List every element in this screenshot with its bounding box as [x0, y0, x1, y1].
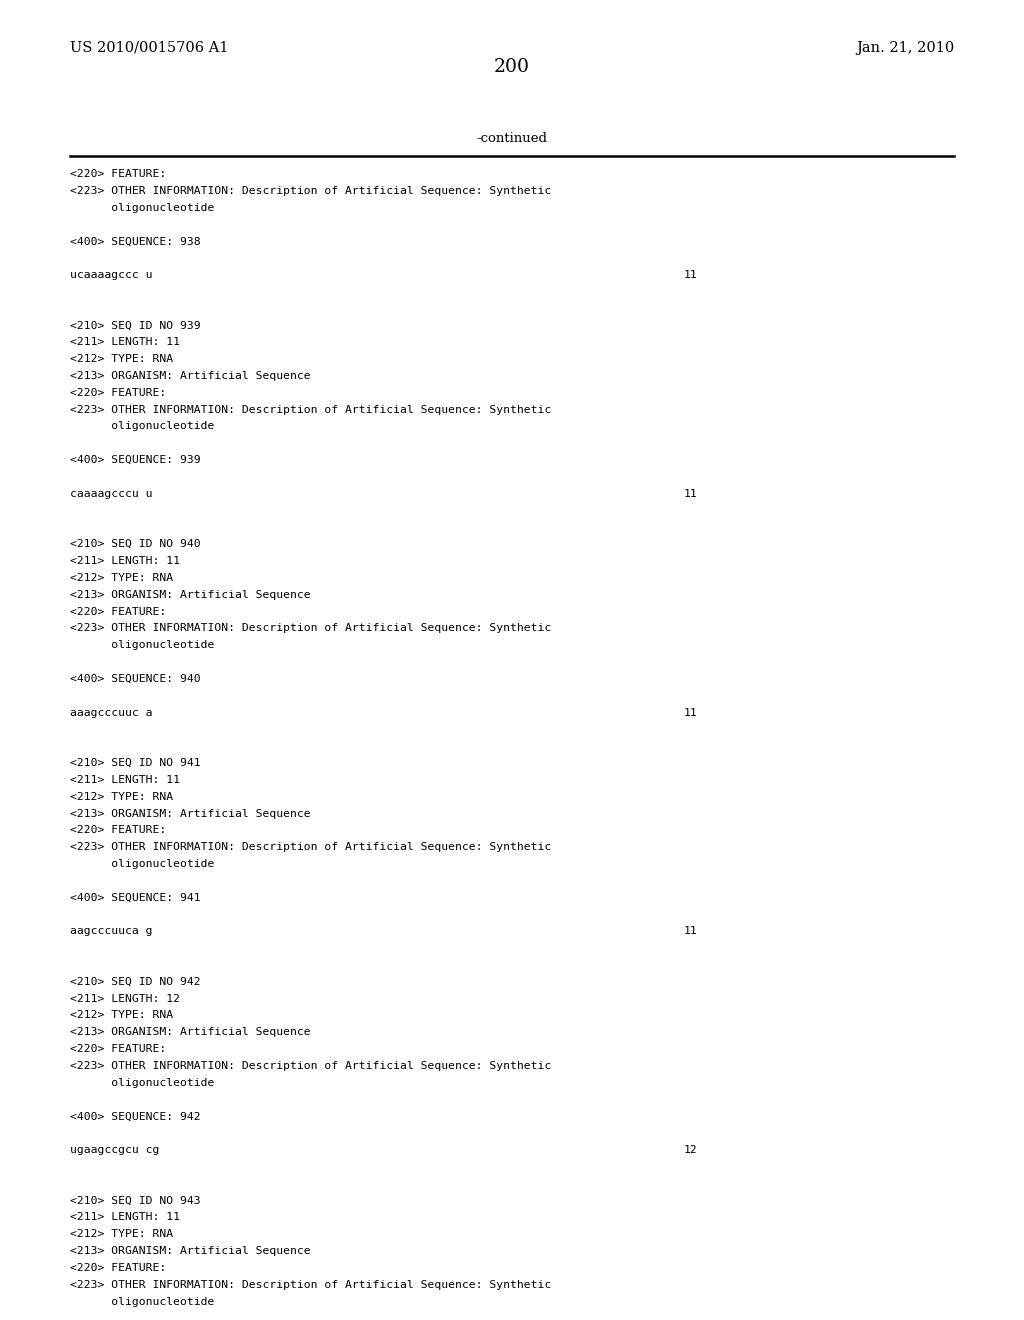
Text: oligonucleotide: oligonucleotide: [70, 203, 214, 213]
Text: <220> FEATURE:: <220> FEATURE:: [70, 825, 166, 836]
Text: <211> LENGTH: 11: <211> LENGTH: 11: [70, 338, 179, 347]
Text: oligonucleotide: oligonucleotide: [70, 859, 214, 869]
Text: <223> OTHER INFORMATION: Description of Artificial Sequence: Synthetic: <223> OTHER INFORMATION: Description of …: [70, 1061, 551, 1071]
Text: <220> FEATURE:: <220> FEATURE:: [70, 1263, 166, 1272]
Text: aagcccuuca g: aagcccuuca g: [70, 927, 153, 936]
Text: 200: 200: [494, 58, 530, 77]
Text: oligonucleotide: oligonucleotide: [70, 421, 214, 432]
Text: <210> SEQ ID NO 942: <210> SEQ ID NO 942: [70, 977, 201, 987]
Text: <212> TYPE: RNA: <212> TYPE: RNA: [70, 1229, 173, 1239]
Text: <223> OTHER INFORMATION: Description of Artificial Sequence: Synthetic: <223> OTHER INFORMATION: Description of …: [70, 623, 551, 634]
Text: <210> SEQ ID NO 940: <210> SEQ ID NO 940: [70, 540, 201, 549]
Text: Jan. 21, 2010: Jan. 21, 2010: [856, 41, 954, 54]
Text: US 2010/0015706 A1: US 2010/0015706 A1: [70, 41, 228, 54]
Text: <212> TYPE: RNA: <212> TYPE: RNA: [70, 792, 173, 801]
Text: ucaaaagccc u: ucaaaagccc u: [70, 271, 153, 280]
Text: <220> FEATURE:: <220> FEATURE:: [70, 1044, 166, 1055]
Text: <223> OTHER INFORMATION: Description of Artificial Sequence: Synthetic: <223> OTHER INFORMATION: Description of …: [70, 186, 551, 195]
Text: <213> ORGANISM: Artificial Sequence: <213> ORGANISM: Artificial Sequence: [70, 809, 310, 818]
Text: <213> ORGANISM: Artificial Sequence: <213> ORGANISM: Artificial Sequence: [70, 1027, 310, 1038]
Text: <223> OTHER INFORMATION: Description of Artificial Sequence: Synthetic: <223> OTHER INFORMATION: Description of …: [70, 1280, 551, 1290]
Text: <211> LENGTH: 12: <211> LENGTH: 12: [70, 994, 179, 1003]
Text: <212> TYPE: RNA: <212> TYPE: RNA: [70, 354, 173, 364]
Text: <400> SEQUENCE: 939: <400> SEQUENCE: 939: [70, 455, 201, 465]
Text: 11: 11: [684, 488, 697, 499]
Text: <211> LENGTH: 11: <211> LENGTH: 11: [70, 1213, 179, 1222]
Text: <212> TYPE: RNA: <212> TYPE: RNA: [70, 573, 173, 583]
Text: <220> FEATURE:: <220> FEATURE:: [70, 169, 166, 180]
Text: <400> SEQUENCE: 941: <400> SEQUENCE: 941: [70, 892, 201, 903]
Text: 11: 11: [684, 708, 697, 718]
Text: <213> ORGANISM: Artificial Sequence: <213> ORGANISM: Artificial Sequence: [70, 590, 310, 599]
Text: <220> FEATURE:: <220> FEATURE:: [70, 607, 166, 616]
Text: <210> SEQ ID NO 943: <210> SEQ ID NO 943: [70, 1196, 201, 1205]
Text: -continued: -continued: [476, 132, 548, 145]
Text: <210> SEQ ID NO 939: <210> SEQ ID NO 939: [70, 321, 201, 330]
Text: oligonucleotide: oligonucleotide: [70, 1296, 214, 1307]
Text: 12: 12: [684, 1146, 697, 1155]
Text: <213> ORGANISM: Artificial Sequence: <213> ORGANISM: Artificial Sequence: [70, 1246, 310, 1257]
Text: <220> FEATURE:: <220> FEATURE:: [70, 388, 166, 397]
Text: <400> SEQUENCE: 940: <400> SEQUENCE: 940: [70, 675, 201, 684]
Text: oligonucleotide: oligonucleotide: [70, 640, 214, 651]
Text: <223> OTHER INFORMATION: Description of Artificial Sequence: Synthetic: <223> OTHER INFORMATION: Description of …: [70, 405, 551, 414]
Text: <211> LENGTH: 11: <211> LENGTH: 11: [70, 775, 179, 785]
Text: oligonucleotide: oligonucleotide: [70, 1078, 214, 1088]
Text: <213> ORGANISM: Artificial Sequence: <213> ORGANISM: Artificial Sequence: [70, 371, 310, 381]
Text: <223> OTHER INFORMATION: Description of Artificial Sequence: Synthetic: <223> OTHER INFORMATION: Description of …: [70, 842, 551, 853]
Text: caaaagcccu u: caaaagcccu u: [70, 488, 153, 499]
Text: <400> SEQUENCE: 942: <400> SEQUENCE: 942: [70, 1111, 201, 1122]
Text: <400> SEQUENCE: 938: <400> SEQUENCE: 938: [70, 236, 201, 247]
Text: 11: 11: [684, 271, 697, 280]
Text: <212> TYPE: RNA: <212> TYPE: RNA: [70, 1011, 173, 1020]
Text: <210> SEQ ID NO 941: <210> SEQ ID NO 941: [70, 758, 201, 768]
Text: <211> LENGTH: 11: <211> LENGTH: 11: [70, 556, 179, 566]
Text: aaagcccuuc a: aaagcccuuc a: [70, 708, 153, 718]
Text: 11: 11: [684, 927, 697, 936]
Text: ugaagccgcu cg: ugaagccgcu cg: [70, 1146, 159, 1155]
